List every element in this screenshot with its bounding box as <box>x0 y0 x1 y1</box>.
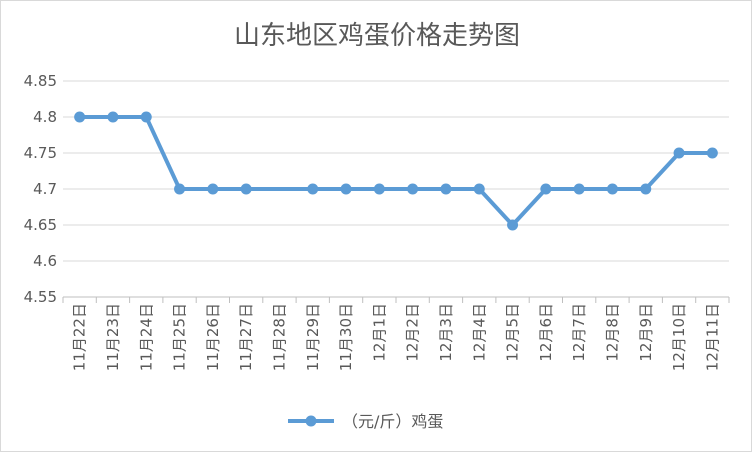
legend-swatch-marker <box>305 415 317 427</box>
y-tick-label: 4.7 <box>33 180 57 198</box>
data-point <box>606 183 618 195</box>
x-tick-label: 12月5日 <box>504 303 522 362</box>
y-tick-label: 4.8 <box>33 108 57 126</box>
y-axis: 4.55 4.6 4.65 4.7 4.75 4.8 4.85 <box>24 72 57 306</box>
data-point <box>540 183 552 195</box>
data-point <box>473 183 485 195</box>
data-point <box>373 183 385 195</box>
x-tick-label: 12月6日 <box>537 303 555 362</box>
data-point <box>140 111 152 123</box>
y-tick-label: 4.85 <box>24 72 57 90</box>
data-point <box>207 183 219 195</box>
x-tick-label: 11月29日 <box>304 303 322 371</box>
x-tick-label: 12月10日 <box>670 303 688 371</box>
x-tick-label: 12月2日 <box>404 303 422 362</box>
x-tick-label: 11月22日 <box>71 303 89 371</box>
x-tick-label: 11月27日 <box>237 303 255 371</box>
y-tick-label: 4.6 <box>33 252 57 270</box>
x-tick-label: 12月8日 <box>603 303 621 362</box>
data-point <box>507 219 519 231</box>
data-point <box>640 183 652 195</box>
data-point <box>673 147 685 159</box>
data-point <box>107 111 119 123</box>
x-tick-label: 12月3日 <box>437 303 455 362</box>
gridlines <box>63 80 729 298</box>
x-tick-label: 12月11日 <box>703 303 721 371</box>
chart-title: 山东地区鸡蛋价格走势图 <box>234 21 520 51</box>
y-tick-label: 4.55 <box>24 288 57 306</box>
x-tick-label: 11月26日 <box>204 303 222 371</box>
legend-label: （元/斤）鸡蛋 <box>342 412 443 431</box>
data-point <box>340 183 352 195</box>
x-axis: 11月22日 11月23日 11月24日 11月25日 11月26日 11月27日 11月2… <box>62 296 730 371</box>
series-layer <box>74 111 718 231</box>
x-tick-label: 11月30日 <box>337 303 355 371</box>
data-point <box>407 183 419 195</box>
x-tick-label: 11月23日 <box>104 303 122 371</box>
x-tick-label: 12月9日 <box>637 303 655 362</box>
x-tick-label: 12月7日 <box>570 303 588 362</box>
x-tick-label: 12月1日 <box>370 303 388 362</box>
x-tick-label: 11月25日 <box>171 303 189 371</box>
x-tick-label: 11月24日 <box>137 303 155 371</box>
data-point <box>440 183 452 195</box>
x-tick-label: 12月4日 <box>470 303 488 362</box>
series-line-0 <box>77 115 715 227</box>
data-point <box>307 183 319 195</box>
x-tick-label: 11月28日 <box>270 303 288 371</box>
data-point <box>74 111 86 123</box>
data-point <box>174 183 186 195</box>
data-point <box>706 147 718 159</box>
data-point <box>240 183 252 195</box>
legend: （元/斤）鸡蛋 <box>288 412 443 431</box>
data-point <box>573 183 585 195</box>
y-tick-label: 4.65 <box>24 216 57 234</box>
y-tick-label: 4.75 <box>24 144 57 162</box>
